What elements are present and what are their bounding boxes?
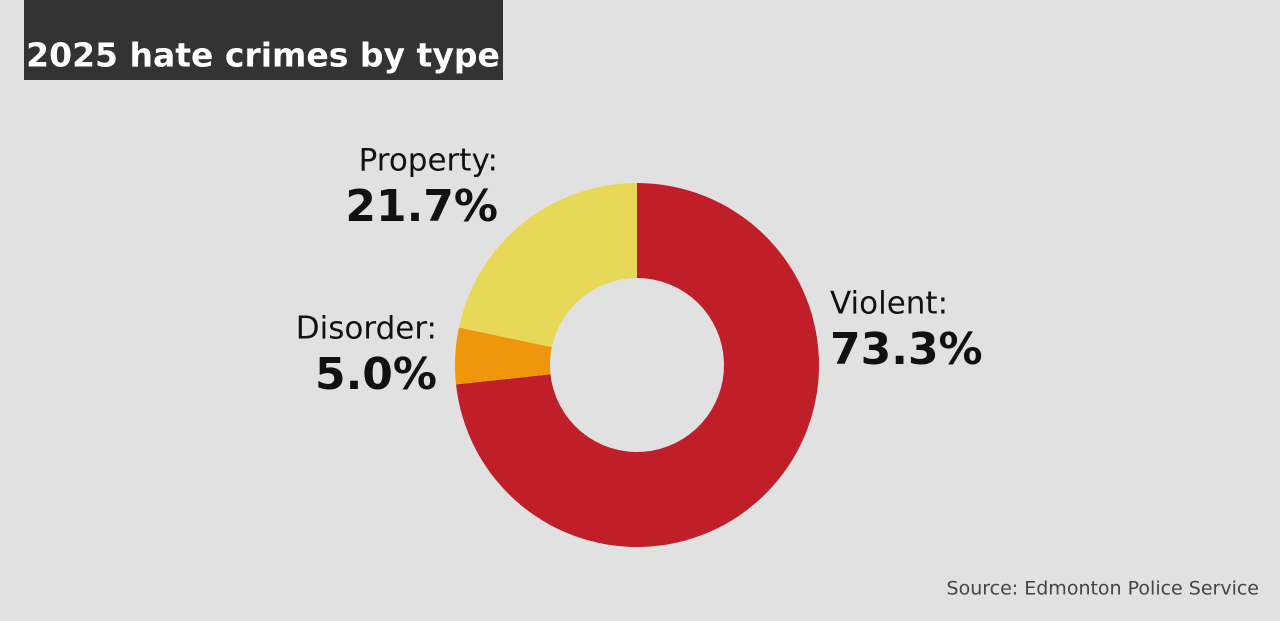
source-note: Source: Edmonton Police Service	[947, 578, 1259, 600]
donut-slice	[458, 183, 637, 348]
donut-slice	[456, 183, 819, 547]
slice-name: Violent:	[830, 286, 948, 322]
slice-name: Disorder:	[296, 311, 437, 347]
slice-value: 21.7%	[345, 181, 498, 232]
slice-name: Property:	[359, 143, 498, 179]
chart-title: 2025 hate crimes by type	[26, 36, 500, 75]
slice-value: 5.0%	[315, 349, 437, 400]
donut-slice	[455, 327, 552, 385]
slice-value: 73.3%	[830, 324, 983, 375]
title-box	[24, 0, 503, 80]
